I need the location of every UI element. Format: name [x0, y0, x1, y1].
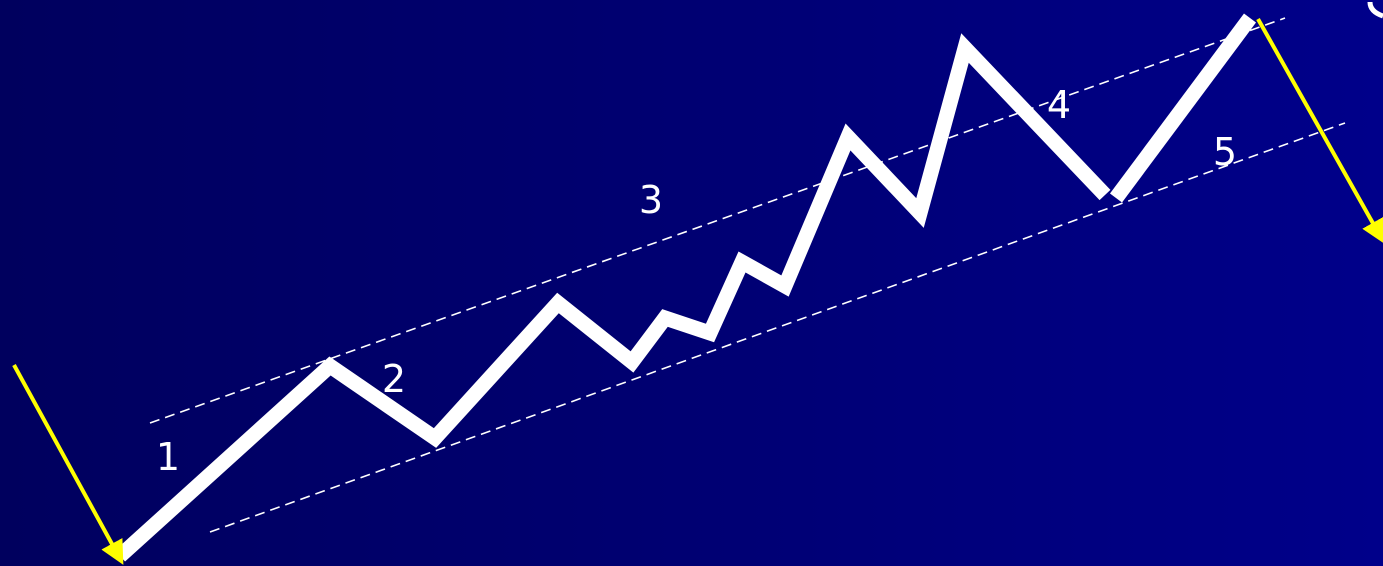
- corner-ornament-icon: [1367, 1, 1383, 19]
- lower-channel-line: [209, 122, 1346, 533]
- wave-label-2: 2: [382, 357, 406, 401]
- final-wave-segment: [1109, 13, 1257, 203]
- upper-channel-line: [149, 17, 1286, 424]
- impulse-wave-path: [114, 33, 1111, 562]
- wave-label-3: 3: [639, 178, 663, 222]
- wave-label-4: 4: [1047, 83, 1071, 127]
- outgoing-decline-arrow: [1256, 18, 1383, 244]
- wave-label-1: 1: [156, 435, 180, 479]
- incoming-decline-arrow: [12, 364, 124, 565]
- wave-label-5: 5: [1213, 130, 1237, 174]
